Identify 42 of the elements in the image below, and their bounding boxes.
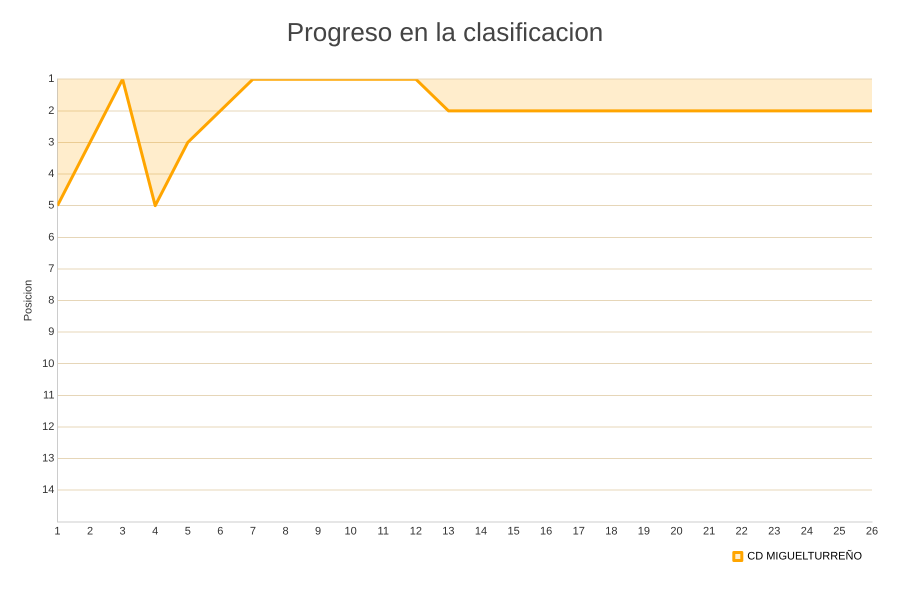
y-tick-label: 5 bbox=[48, 200, 54, 212]
x-tick-label: 14 bbox=[474, 525, 488, 538]
chart-title: Progreso en la clasificacion bbox=[286, 16, 604, 47]
y-tick-label: 9 bbox=[48, 326, 54, 338]
x-tick-label: 13 bbox=[442, 525, 455, 538]
y-tick-label: 11 bbox=[43, 389, 54, 402]
x-tick-label: 23 bbox=[768, 525, 780, 538]
y-tick-label: 6 bbox=[48, 231, 54, 244]
x-tick-label: 6 bbox=[217, 525, 224, 538]
x-tick-label: 9 bbox=[315, 525, 322, 538]
x-tick-label: 22 bbox=[736, 525, 748, 538]
y-tick-label: 8 bbox=[48, 294, 54, 307]
x-tick-label: 21 bbox=[702, 525, 716, 538]
x-tick-label: 18 bbox=[605, 525, 618, 538]
x-tick-label: 24 bbox=[800, 525, 813, 538]
x-tick-label: 17 bbox=[572, 525, 585, 538]
y-tick-label: 14 bbox=[42, 484, 54, 496]
y-tick-label: 1 bbox=[48, 73, 54, 86]
x-tick-label: 8 bbox=[282, 525, 289, 538]
x-tick-label: 7 bbox=[250, 525, 256, 538]
x-tick-label: 25 bbox=[833, 525, 846, 538]
x-tick-label: 26 bbox=[866, 525, 878, 538]
y-axis-title: Posicion bbox=[22, 280, 35, 322]
x-tick-label: 20 bbox=[670, 525, 683, 538]
x-tick-label: 19 bbox=[638, 525, 650, 538]
x-tick-label: 10 bbox=[344, 525, 357, 538]
x-tick-label: 11 bbox=[378, 525, 389, 538]
y-tick-label: 4 bbox=[48, 168, 54, 180]
y-tick-label: 13 bbox=[42, 452, 54, 465]
x-tick-label: 15 bbox=[507, 525, 520, 538]
y-tick-label: 7 bbox=[48, 262, 54, 275]
x-tick-label: 12 bbox=[410, 525, 422, 538]
y-tick-label: 3 bbox=[48, 136, 54, 148]
y-tick-label: 10 bbox=[42, 358, 54, 370]
y-tick-label: 2 bbox=[48, 104, 54, 117]
x-tick-label: 5 bbox=[184, 525, 191, 538]
x-tick-label: 4 bbox=[152, 525, 158, 538]
x-tick-label: 2 bbox=[86, 525, 94, 538]
legend-label: CD MIGUELTURREÑO bbox=[747, 550, 862, 563]
x-tick-label: 3 bbox=[120, 525, 126, 538]
y-tick-label: 12 bbox=[42, 420, 54, 433]
x-tick-label: 16 bbox=[540, 525, 552, 538]
